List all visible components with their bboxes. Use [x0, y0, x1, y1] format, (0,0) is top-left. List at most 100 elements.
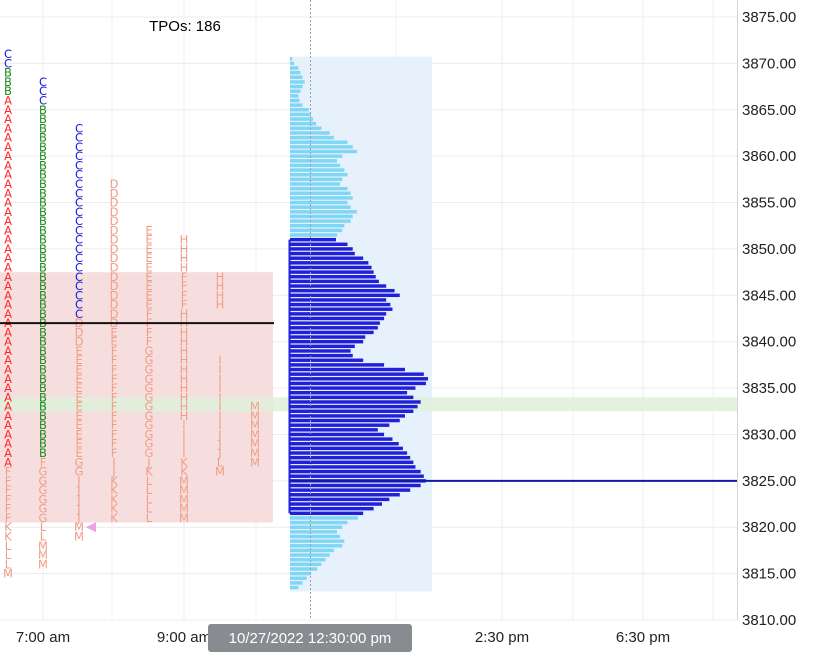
tpo-letter: C [75, 186, 83, 200]
tpo-letter: H [180, 390, 189, 404]
tpo-letter: F [111, 446, 118, 460]
tpo-letter: C [75, 121, 83, 135]
tpo-letter: G [145, 344, 154, 358]
tpo-letter: A [4, 353, 12, 367]
tpo-letter: F [111, 437, 118, 451]
volume-bar [290, 381, 426, 386]
tpo-letter: K [110, 474, 118, 488]
volume-bar [290, 228, 343, 233]
highlight-band [0, 397, 737, 412]
tpo-letter: C [4, 56, 12, 70]
tpo-letter: A [4, 279, 12, 293]
tpo-letter: M [250, 409, 260, 423]
volume-bar [290, 98, 300, 103]
volume-bar [290, 358, 364, 362]
tpo-letter: G [145, 400, 154, 414]
tpo-letter: I [112, 455, 115, 469]
tpo-letter: K [4, 520, 12, 534]
tpo-value-area [0, 272, 273, 523]
tpo-letter: H [180, 372, 189, 386]
tpo-letter: L [40, 530, 47, 544]
tpo-letter: B [39, 251, 47, 265]
tpo-letter: I [218, 381, 221, 395]
tpo-letter: C [75, 223, 83, 237]
tpo-letter: D [110, 186, 119, 200]
volume-bar [290, 200, 348, 205]
time-tick-label: 6:30 pm [616, 629, 670, 646]
volume-bar [290, 163, 341, 168]
tpo-letter: J [76, 483, 80, 497]
time-tick-label: 2:30 pm [475, 629, 529, 646]
volume-bar [290, 474, 424, 478]
tpo-letter: C [75, 177, 83, 191]
tpo-letter: K [180, 465, 188, 479]
tpo-letter: I [182, 418, 185, 432]
volume-bar [290, 585, 299, 590]
volume-bar [290, 488, 411, 492]
tpo-letter: B [39, 437, 47, 451]
tpo-letter: H [180, 307, 189, 321]
tpo-letter: K [4, 530, 12, 544]
tpo-letter: L [217, 455, 224, 469]
volume-bar [290, 516, 358, 520]
tpo-letter: B [39, 363, 47, 377]
tpo-letter: C [75, 298, 83, 312]
price-tick-label: 3870.00 [742, 55, 796, 72]
tpo-letter: D [110, 307, 119, 321]
volume-bar [290, 275, 376, 279]
tpo-letter: J [76, 474, 80, 488]
tpo-letter: A [4, 446, 12, 460]
tpo-letter: K [180, 455, 188, 469]
tpo-letter: M [250, 400, 260, 414]
tpo-letter: H [180, 325, 189, 339]
tpo-letter: B [39, 242, 47, 256]
time-axis: 7:00 am 9:00 am 2:30 pm 6:30 pm [16, 629, 670, 646]
tpo-letter: D [110, 298, 119, 312]
tpo-letter: G [145, 427, 154, 441]
tpo-letter: F [111, 344, 118, 358]
volume-bar [290, 363, 385, 367]
volume-bar [290, 460, 414, 465]
tpo-letter: E [75, 427, 82, 441]
volume-bar [290, 335, 366, 339]
tpo-letter: F [111, 427, 118, 441]
tpo-letter: F [111, 418, 118, 432]
tpo-letter: F [111, 409, 118, 423]
tpo-letter: E [110, 335, 117, 349]
tpo-letter: A [4, 363, 12, 377]
tpo-letter: I [182, 446, 185, 460]
tpo-letter: I [182, 427, 185, 441]
price-tick-label: 3835.00 [742, 380, 796, 397]
volume-bar [290, 233, 338, 237]
tpo-letter: L [146, 511, 153, 525]
tpo-letter: A [4, 186, 12, 200]
tpo-letter: G [39, 511, 48, 525]
volume-bar [290, 414, 405, 418]
tpo-letter: D [110, 288, 119, 302]
volume-bar [290, 61, 295, 66]
tpo-letter: I [182, 437, 185, 451]
tpo-letter: B [39, 103, 47, 117]
tpo-letter: D [110, 270, 119, 284]
tpo-letter: E [145, 233, 152, 247]
price-tick-label: 3820.00 [742, 519, 796, 536]
price-axis: 3875.00 3870.00 3865.00 3860.00 3855.00 3850.… [737, 0, 796, 629]
tpo-letter: H [216, 270, 225, 284]
tpo-letter: E [145, 270, 152, 284]
volume-bar [290, 567, 318, 571]
tpo-letter: D [75, 325, 84, 339]
tpo-letters: CCBBBAAAAAAAAAAAAAAAAAAAAAAAAAAAAAAAAAAA… [3, 47, 260, 581]
volume-bar [290, 562, 322, 567]
tpo-letter: I [218, 363, 221, 377]
volume-bar [290, 576, 307, 580]
tpo-letter: F [111, 353, 118, 367]
tpo-letter: B [4, 84, 12, 98]
tpo-letter: F [111, 381, 118, 395]
price-tick-label: 3865.00 [742, 102, 796, 119]
tpo-letter: A [4, 325, 12, 339]
volume-bar [290, 548, 334, 553]
tpo-letter: H [180, 242, 189, 256]
tpo-letter: E [75, 446, 82, 460]
tpo-letter: H [180, 363, 189, 377]
